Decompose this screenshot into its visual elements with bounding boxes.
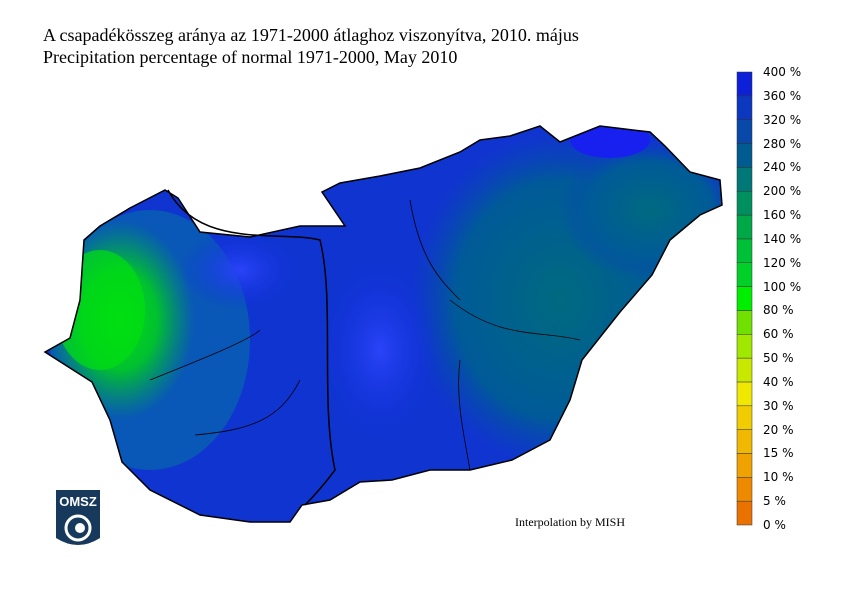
legend-label: 400 % bbox=[763, 65, 802, 79]
legend-label: 80 % bbox=[763, 303, 794, 318]
title-hungarian: A csapadékösszeg aránya az 1971-2000 átl… bbox=[43, 25, 579, 45]
legend-label: 0 % bbox=[763, 518, 786, 532]
legend-label: 50 % bbox=[763, 351, 794, 366]
title-english: Precipitation percentage of normal 1971-… bbox=[43, 47, 458, 67]
legend-label: 100 % bbox=[763, 279, 802, 294]
legend-label: 200 % bbox=[763, 184, 802, 199]
legend-label: 20 % bbox=[763, 422, 794, 437]
legend-label: 10 % bbox=[763, 470, 794, 485]
legend-swatch bbox=[736, 71, 753, 97]
legend-swatch bbox=[736, 262, 753, 287]
county-borders bbox=[149, 199, 581, 471]
svg-text:OMSZ: OMSZ bbox=[59, 494, 97, 509]
omsz-logo: OMSZ bbox=[56, 490, 100, 545]
danube-river bbox=[167, 189, 336, 506]
legend-label: 60 % bbox=[763, 327, 794, 342]
legend-swatch bbox=[736, 167, 753, 192]
legend-swatch bbox=[736, 119, 753, 144]
legend-label: 5 % bbox=[763, 494, 786, 509]
credit-text: Interpolation by MISH bbox=[515, 515, 625, 529]
legend-label: 320 % bbox=[763, 112, 802, 127]
legend-swatch bbox=[736, 334, 753, 359]
legend-label: 360 % bbox=[763, 88, 802, 103]
legend-label: 140 % bbox=[763, 231, 802, 246]
legend-label: 30 % bbox=[763, 398, 794, 413]
legend-swatch bbox=[736, 310, 753, 335]
legend-swatch bbox=[736, 453, 753, 478]
legend-swatch bbox=[736, 286, 753, 311]
legend-swatch bbox=[736, 214, 753, 240]
legend-label: 120 % bbox=[763, 255, 802, 270]
legend-swatch bbox=[736, 477, 753, 502]
legend-swatch bbox=[736, 190, 753, 216]
legend-label: 160 % bbox=[763, 208, 802, 223]
legend-label: 40 % bbox=[763, 374, 794, 389]
legend-swatch bbox=[736, 357, 753, 383]
legend-label: 15 % bbox=[763, 446, 794, 461]
legend-swatch bbox=[736, 381, 753, 407]
legend-label: 280 % bbox=[763, 136, 802, 151]
legend-swatch bbox=[736, 95, 753, 120]
legend-label: 240 % bbox=[763, 160, 802, 175]
legend-swatch bbox=[736, 143, 753, 168]
legend-swatch bbox=[736, 405, 753, 430]
legend-swatch bbox=[736, 429, 753, 454]
legend-swatch bbox=[736, 500, 753, 526]
legend-swatch bbox=[736, 238, 753, 263]
